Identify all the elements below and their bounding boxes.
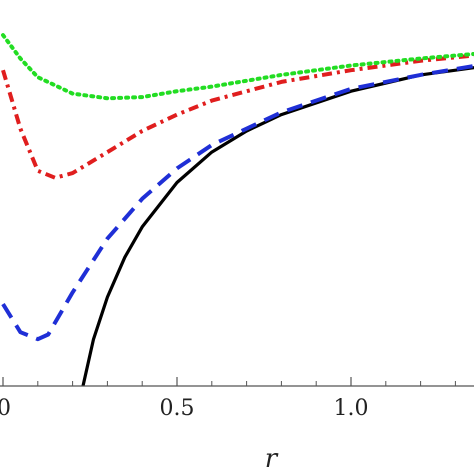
- series-layer: [1, 33, 474, 386]
- x-tick-label: 1.0: [334, 396, 369, 421]
- x-tick-label: 0: [0, 396, 11, 421]
- series-line-2: [1, 63, 474, 342]
- x-axis: 00.51.01.52.02.: [0, 377, 474, 421]
- x-tick-label: 0.5: [160, 396, 195, 421]
- x-axis-label: r: [265, 444, 279, 474]
- series-line-4: [1, 33, 474, 101]
- series-line-3: [1, 53, 474, 180]
- series-line-1: [81, 66, 474, 386]
